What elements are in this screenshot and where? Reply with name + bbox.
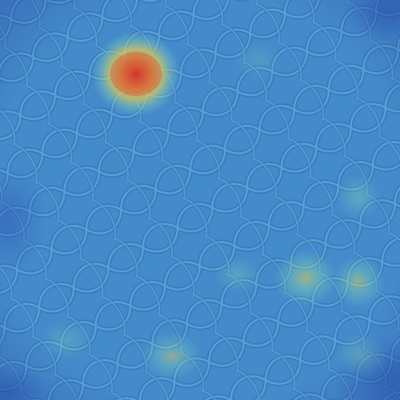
vignette xyxy=(0,0,400,400)
heatmap-image xyxy=(0,0,400,400)
